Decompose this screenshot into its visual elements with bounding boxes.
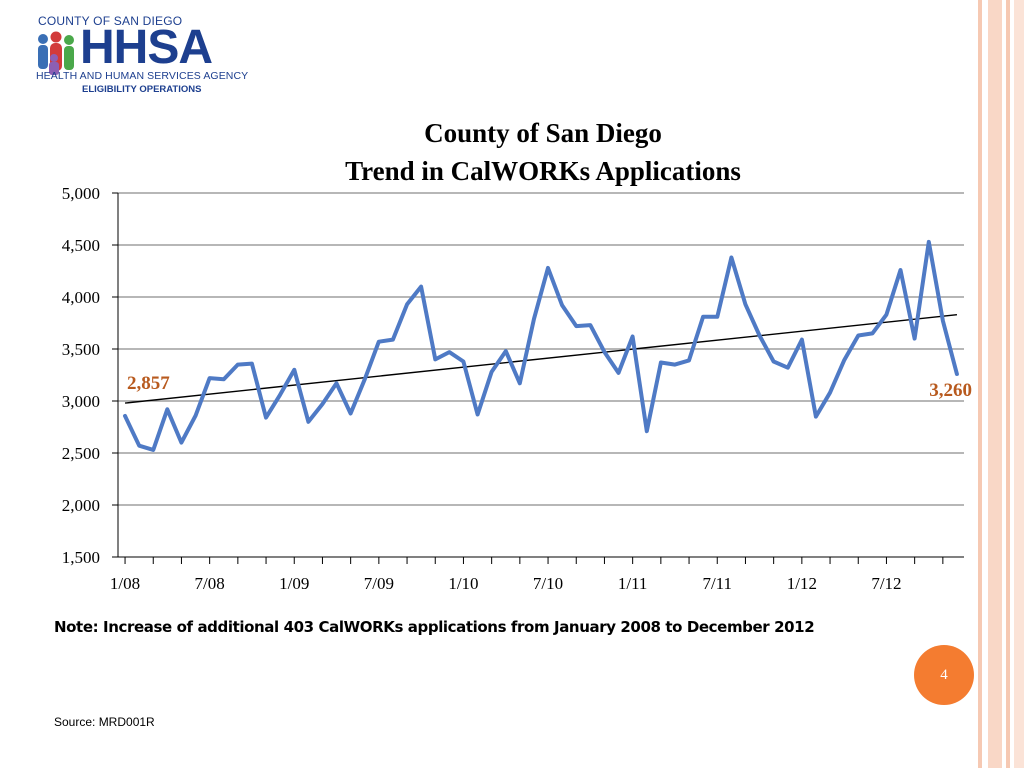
source-text: Source: MRD001R xyxy=(54,715,155,729)
x-tick-label: 7/08 xyxy=(195,574,225,593)
chart-note: Note: Increase of additional 403 CalWORK… xyxy=(54,618,815,636)
x-tick-label: 7/09 xyxy=(364,574,394,593)
y-tick-label: 3,000 xyxy=(62,392,100,411)
applications-line-chart: County of San Diego Trend in CalWORKs App… xyxy=(62,118,972,593)
trendline xyxy=(124,313,958,404)
people-icon xyxy=(38,31,74,75)
y-tick-label: 2,000 xyxy=(62,496,100,515)
end-value-label: 3,260 xyxy=(929,380,972,401)
logo-agency-text: HEALTH AND HUMAN SERVICES AGENCY xyxy=(36,70,249,82)
page-number-badge: 4 xyxy=(914,645,974,705)
chart-title-line: Trend in CalWORKs Applications xyxy=(345,156,741,186)
x-tick-label: 1/08 xyxy=(110,574,140,593)
x-tick-label: 1/09 xyxy=(279,574,309,593)
decorative-side-band xyxy=(978,0,1024,768)
series-line xyxy=(123,239,959,452)
x-tick-label: 1/11 xyxy=(618,574,648,593)
x-tick-label: 1/12 xyxy=(787,574,817,593)
y-tick-label: 5,000 xyxy=(62,184,100,203)
y-tick-label: 2,500 xyxy=(62,444,100,463)
y-tick-label: 4,000 xyxy=(62,288,100,307)
chart-title-line: County of San Diego xyxy=(424,118,662,148)
x-tick-label: 7/10 xyxy=(533,574,563,593)
logo-division-text: ELIGIBILITY OPERATIONS xyxy=(82,84,202,95)
y-tick-label: 3,500 xyxy=(62,340,100,359)
x-tick-label: 1/10 xyxy=(448,574,478,593)
logo-county-text: COUNTY OF SAN DIEGO xyxy=(38,14,183,28)
start-value-label: 2,857 xyxy=(127,373,170,394)
y-tick-label: 1,500 xyxy=(62,548,100,567)
x-tick-label: 7/12 xyxy=(871,574,901,593)
x-tick-label: 7/11 xyxy=(702,574,732,593)
hhsa-logo: COUNTY OF SAN DIEGO HHSA HEALTH AND HUMA… xyxy=(34,12,254,96)
logo-hhsa-text: HHSA xyxy=(80,21,213,74)
y-tick-label: 4,500 xyxy=(62,236,100,255)
